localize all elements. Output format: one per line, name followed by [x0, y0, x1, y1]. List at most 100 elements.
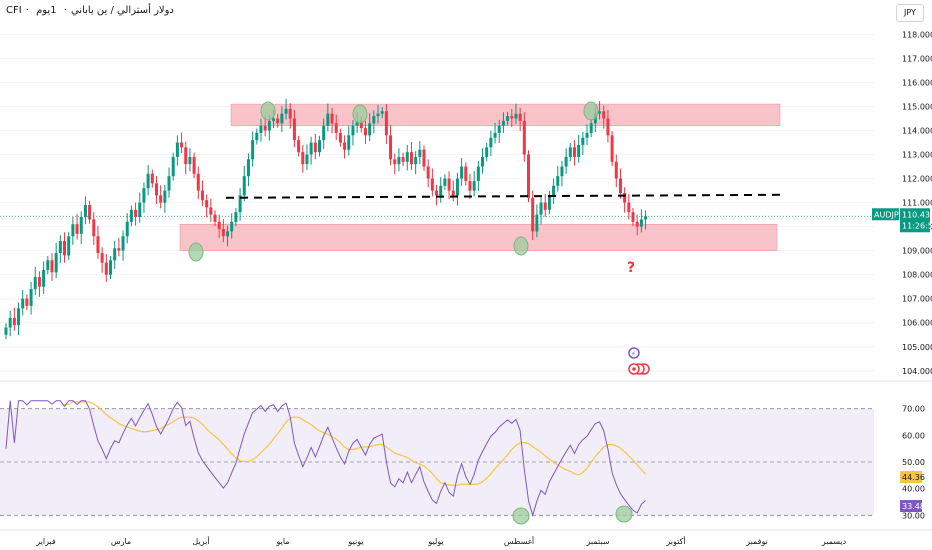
rsi-tick-label: 60.00	[902, 431, 925, 440]
price-tick-label: 112.000	[902, 175, 932, 184]
candle	[393, 159, 397, 165]
candle	[88, 205, 92, 220]
currency-button[interactable]: JPY	[896, 4, 924, 22]
candle	[159, 195, 163, 203]
rsi-label-bg	[900, 500, 922, 513]
x-tick-label: يوليو	[427, 537, 443, 546]
highlight-circle	[260, 101, 276, 121]
candle	[430, 178, 434, 191]
x-tick-label: ديسمبر	[821, 537, 847, 546]
candle	[83, 205, 87, 218]
candle	[301, 152, 305, 165]
candle	[272, 118, 276, 121]
candle	[284, 108, 288, 114]
candle	[75, 224, 79, 234]
timeframe: 1يوم	[36, 5, 57, 16]
candle	[443, 178, 447, 186]
candle	[468, 180, 472, 191]
x-tick-label: مارس	[111, 537, 131, 546]
candle	[556, 176, 560, 186]
candle	[623, 192, 627, 203]
candle	[267, 120, 271, 131]
candle	[322, 125, 326, 141]
symbol-label-bg	[872, 208, 899, 221]
candle	[451, 190, 455, 196]
candle	[146, 173, 150, 189]
candle	[422, 149, 426, 167]
price-tick-label: 113.000	[902, 151, 932, 160]
candle	[560, 166, 564, 177]
price-tick-label: 111.000	[902, 199, 932, 208]
candle	[292, 118, 296, 141]
x-tick-label: سبتمبر	[586, 537, 610, 546]
dashed-level-line	[225, 193, 781, 199]
candle	[326, 113, 330, 126]
candle	[343, 142, 347, 150]
price-tick-label: 105.000	[902, 343, 932, 352]
price-label-bg	[900, 208, 930, 233]
candle	[414, 156, 418, 165]
price-tick-label: 118.000	[902, 30, 932, 39]
candle	[58, 241, 62, 254]
rsi-line	[5, 400, 646, 518]
highlight-circle	[583, 101, 599, 121]
price-tick-label: 104.000	[902, 367, 932, 376]
candle	[63, 241, 67, 256]
candle	[497, 125, 501, 133]
candle	[493, 132, 497, 138]
candle	[439, 185, 443, 196]
countdown-label: 11:26:59	[902, 221, 932, 230]
candle	[564, 156, 568, 167]
candle	[313, 142, 317, 153]
candle	[355, 120, 359, 126]
candle	[113, 248, 117, 261]
x-tick-label: يونيو	[347, 537, 363, 546]
rsi-highlight-circle	[615, 505, 633, 523]
x-tick-label: نوفمبر	[745, 537, 768, 546]
candle	[50, 260, 54, 273]
candle	[426, 166, 430, 179]
candle	[359, 120, 363, 129]
candle	[552, 185, 556, 196]
candle	[506, 116, 510, 121]
candle	[117, 248, 121, 251]
symbol-source: CFI	[6, 5, 22, 16]
candle	[309, 142, 313, 155]
candle	[614, 161, 618, 179]
candle	[455, 178, 459, 196]
candle	[384, 111, 388, 136]
candle	[297, 140, 301, 153]
candle	[242, 176, 246, 196]
candle	[104, 262, 108, 275]
candle	[606, 118, 610, 136]
x-tick-label: مايو	[275, 537, 289, 546]
candle	[464, 166, 468, 181]
price-tick-label: 108.000	[902, 271, 932, 280]
x-tick-label: أغسطس	[504, 536, 534, 546]
candle	[481, 156, 485, 167]
candle	[205, 200, 209, 208]
candle	[363, 128, 367, 136]
rsi-ma-label-bg	[900, 471, 922, 484]
price-tick-label: 109.000	[902, 247, 932, 256]
candle	[543, 202, 547, 210]
candle	[610, 135, 614, 162]
candle	[25, 298, 29, 306]
candle	[29, 289, 33, 306]
candle	[234, 212, 238, 222]
candle	[238, 195, 242, 213]
candle	[514, 113, 518, 119]
candle	[535, 214, 539, 232]
candle	[246, 159, 250, 177]
candle	[138, 202, 142, 218]
candle	[476, 166, 480, 181]
candle	[184, 147, 188, 165]
candle	[221, 229, 225, 237]
candle	[217, 221, 221, 230]
candle	[635, 221, 639, 227]
candle	[79, 217, 83, 234]
candle	[180, 142, 184, 148]
candle	[510, 116, 514, 119]
candle	[447, 178, 451, 191]
